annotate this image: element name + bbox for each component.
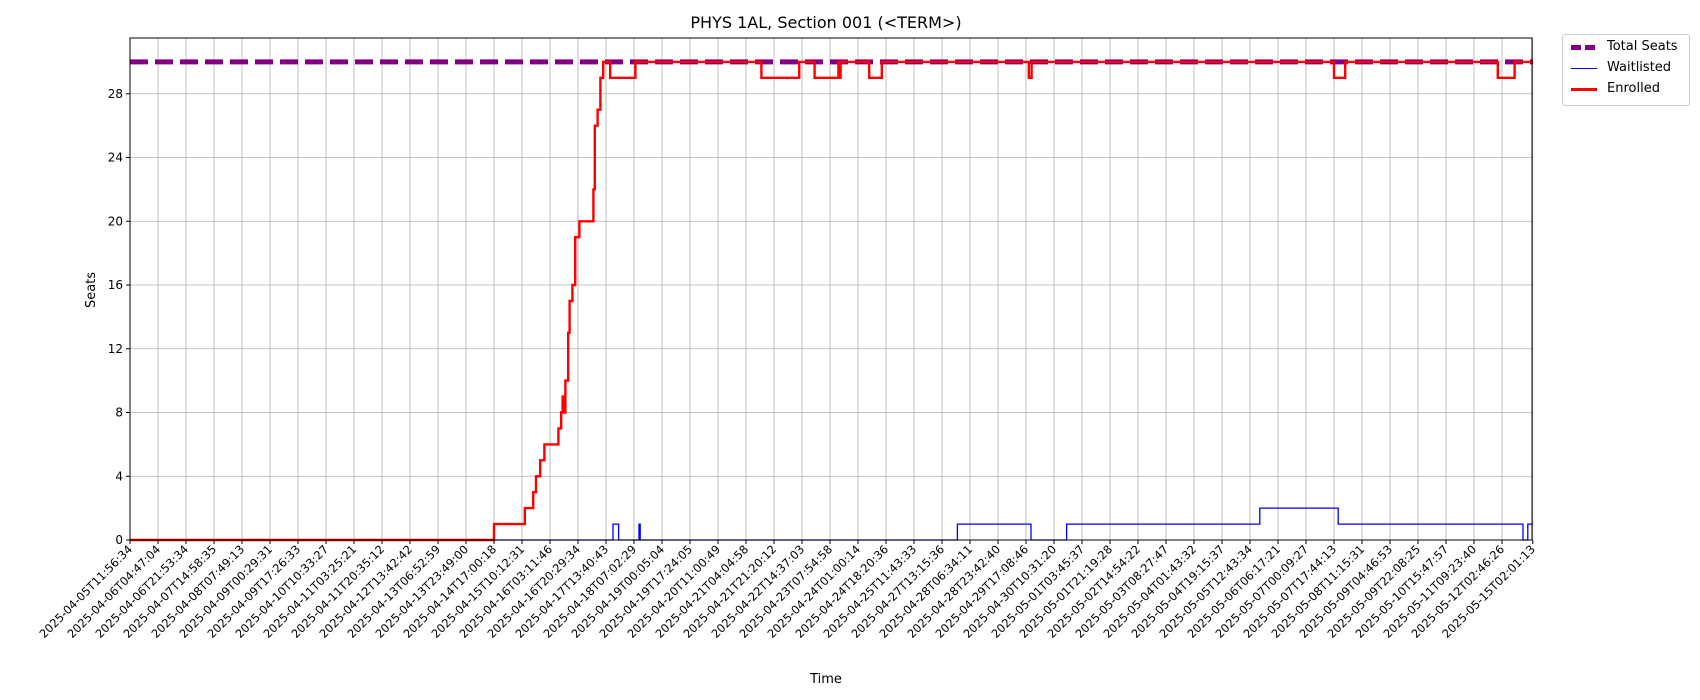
data-series [130,59,1533,542]
legend-swatch-enrolled [1571,88,1597,91]
y-tick-label: 12 [108,342,123,356]
legend-item-enrolled: Enrolled [1563,79,1689,99]
x-axis-label: Time [809,672,842,687]
legend-label-enrolled: Enrolled [1607,81,1660,96]
y-tick-label: 28 [108,87,123,101]
y-tick-label: 20 [108,214,123,228]
plot-frame [129,37,1533,541]
y-tick-label: 0 [115,533,123,547]
series-enrolled [130,60,1533,542]
y-tick-label: 8 [115,406,123,420]
y-tick-label: 16 [108,278,123,292]
y-tick-label: 24 [108,151,123,165]
y-tick-label: 4 [115,469,123,483]
legend-item-waitlisted: Waitlisted [1563,58,1689,78]
legend-item-total-seats: Total Seats [1563,37,1689,57]
legend-label-total-seats: Total Seats [1607,39,1678,54]
chart-title: PHYS 1AL, Section 001 (<TERM>) [690,13,961,32]
y-axis-label: Seats [84,272,99,308]
legend: Total Seats Waitlisted Enrolled [1562,34,1690,106]
grid-lines [129,38,1534,541]
legend-swatch-total-seats [1571,45,1597,50]
legend-swatch-waitlisted [1571,68,1597,69]
series-waitlisted [130,507,1533,541]
legend-label-waitlisted: Waitlisted [1607,60,1672,75]
x-axis-ticks: 2025-04-05T11:56:342025-04-06T04:47:0420… [36,540,1538,641]
y-axis-ticks: 0 4 8 12 16 20 24 28 [108,87,130,547]
